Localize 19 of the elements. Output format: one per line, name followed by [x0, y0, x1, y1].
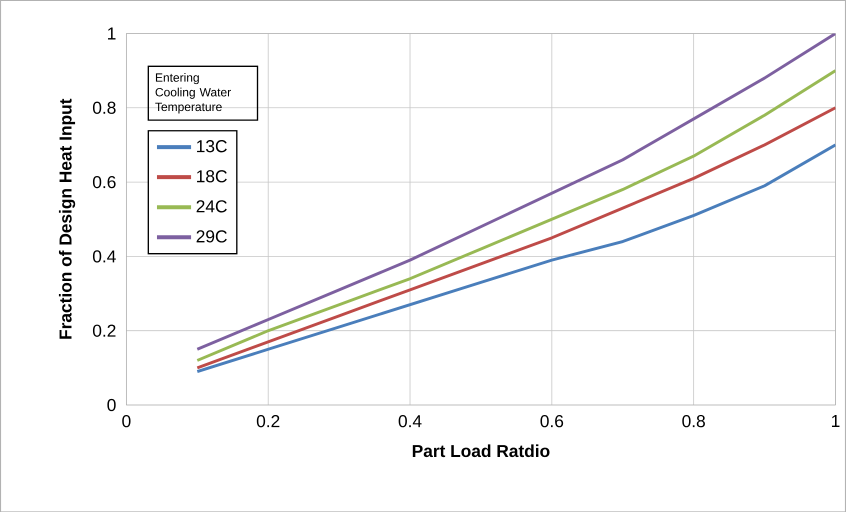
y-tick-label: 1: [108, 27, 116, 40]
y-tick-label: 0: [107, 398, 116, 411]
legend-label: 13C: [197, 140, 227, 152]
x-tick-label: 0.2: [256, 414, 280, 428]
y-tick-label: 0.2: [92, 324, 116, 337]
legend-label: 24C: [196, 200, 227, 212]
y-tick-label: 0.8: [92, 101, 116, 114]
x-tick-label: 0.4: [398, 414, 422, 428]
x-tick-label: 0.6: [540, 414, 564, 428]
y-tick-label: 0.4: [92, 250, 116, 262]
legend-label: 18C: [197, 170, 227, 182]
y-tick-label: 0.6: [92, 176, 116, 188]
x-tick-label: 0.8: [682, 414, 705, 428]
legend-title: Entering Cooling Water Temperature: [155, 72, 231, 114]
x-tick-label: 1: [832, 414, 840, 427]
x-axis-title: Part Load Ratdio: [412, 444, 550, 457]
y-axis-title: Fraction of Design Heat Input: [58, 98, 76, 339]
legend-label: 29C: [196, 230, 227, 242]
x-tick-label: 0: [122, 414, 131, 428]
